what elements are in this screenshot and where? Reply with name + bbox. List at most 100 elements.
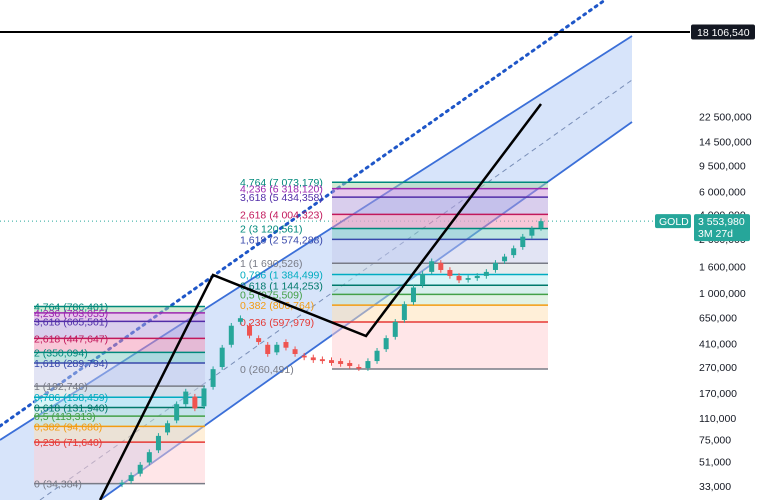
fib-band	[34, 397, 205, 408]
fib-level-label: 2,618 (447,647)	[34, 333, 108, 345]
candle-body	[429, 261, 435, 272]
fib-band	[332, 214, 548, 229]
candle-body	[146, 452, 152, 463]
candle-body	[183, 391, 189, 405]
candle-body	[283, 342, 289, 348]
top-line-price-label: 18 106,540	[697, 27, 750, 39]
candle-body	[201, 388, 207, 407]
fib-level-label: 4,236 (703,055)	[34, 308, 108, 320]
candle-body	[520, 236, 526, 248]
fib-band	[332, 305, 548, 323]
candle-body	[447, 269, 453, 276]
candle-body	[365, 361, 371, 369]
fib-band	[34, 321, 205, 339]
price-axis-tick: 51,000	[699, 456, 731, 468]
gold-price-value: 3 553,980	[698, 216, 745, 228]
fib-level-label: 3,618 (5 434,358)	[240, 192, 323, 204]
price-axis-tick: 110,000	[699, 413, 736, 425]
fib-level-label: 0,786 (158,459)	[34, 392, 108, 404]
fib-band	[332, 239, 548, 264]
fib-band	[34, 306, 205, 313]
candle-body	[228, 325, 234, 345]
fib-level-label: 0,5 (113,313)	[34, 411, 96, 423]
price-axis-tick: 33,000	[699, 481, 731, 493]
fib-level-label: 0,236 (71,640)	[34, 437, 102, 449]
candle-body	[237, 318, 243, 322]
price-axis-tick: 410,000	[699, 338, 737, 350]
price-candles	[119, 218, 544, 488]
price-axis-tick: 9 500,000	[699, 161, 746, 173]
zigzag-trend-line	[98, 103, 542, 500]
fib-level-label: 0 (34,384)	[34, 479, 82, 491]
candle-body	[356, 367, 362, 369]
fib-band	[332, 197, 548, 215]
candle-body	[438, 262, 444, 270]
candle-body	[529, 228, 535, 236]
candle-body	[174, 404, 180, 421]
fib-band	[332, 228, 548, 240]
price-axis-tick: 22 500,000	[699, 112, 752, 124]
fib-level-label: 0 (260,491)	[240, 364, 294, 376]
candle-body	[492, 262, 498, 270]
candle-body	[256, 338, 262, 343]
fib-band	[332, 182, 548, 189]
fib-level-label: 1 (192,740)	[34, 381, 88, 393]
candle-body	[420, 273, 426, 286]
top-line-price-tag	[691, 24, 755, 40]
gold-price-tag	[694, 214, 750, 242]
fib-level-label: 0,786 (1 384,499)	[240, 270, 323, 282]
fib-band	[34, 426, 205, 443]
fib-level-label: 3,618 (605,501)	[34, 316, 108, 328]
candle-body	[410, 287, 416, 303]
fib-level-label: 4,764 (7 073,179)	[240, 177, 323, 189]
candle-body	[319, 359, 325, 362]
fib-band	[34, 416, 205, 427]
price-axis-tick: 75,000	[699, 435, 731, 447]
fib-band	[332, 294, 548, 306]
trend-lines	[98, 103, 542, 500]
candle-body	[511, 248, 517, 256]
candle-body	[219, 347, 225, 368]
candle-body	[347, 362, 353, 366]
candle-body	[502, 256, 508, 262]
fib-level-label: 1 (1 690,526)	[240, 258, 302, 270]
fib-band	[34, 352, 205, 364]
candle-body	[265, 344, 271, 354]
candle-body	[465, 278, 471, 280]
price-axis-tick: 14 500,000	[699, 137, 752, 149]
price-axis-tick: 1 000,000	[699, 288, 746, 300]
candle-body	[483, 271, 489, 276]
candle-body	[474, 275, 480, 279]
candle-body	[310, 357, 316, 361]
candle-body	[119, 482, 125, 485]
fib-band	[332, 285, 548, 295]
candle-body	[128, 475, 134, 482]
candle-body	[301, 355, 307, 358]
fibonacci-extensions: 4,764 (786,401)4,236 (703,055)3,618 (605…	[34, 177, 548, 491]
gold-symbol-label: GOLD	[659, 216, 689, 228]
price-axis-tick: 270,000	[699, 362, 737, 374]
candle-body	[401, 304, 407, 320]
dotted-trend-line	[0, 0, 607, 428]
fib-band	[34, 386, 205, 398]
candle-body	[456, 275, 462, 281]
fib-band	[332, 274, 548, 286]
fib-level-label: 0,236 (597,979)	[240, 317, 314, 329]
candle-body	[247, 325, 253, 336]
gold-bar-countdown: 3M 27d	[698, 228, 733, 240]
candle-body	[374, 350, 380, 362]
gold-symbol-tag	[655, 214, 691, 229]
candle-body	[137, 464, 143, 474]
price-axis-tick: 170,000	[699, 388, 737, 400]
fib-level-label: 0,618 (131,940)	[34, 403, 108, 415]
fib-level-label: 1,618 (2 574,288)	[240, 234, 323, 246]
fib-band	[34, 338, 205, 353]
price-axis-tick: 1 600,000	[699, 261, 746, 273]
candle-body	[210, 369, 216, 387]
fib-level-label: 4,236 (6 318,120)	[240, 184, 323, 196]
fib-level-label: 4,764 (786,401)	[34, 302, 108, 314]
candle-body	[192, 396, 198, 409]
